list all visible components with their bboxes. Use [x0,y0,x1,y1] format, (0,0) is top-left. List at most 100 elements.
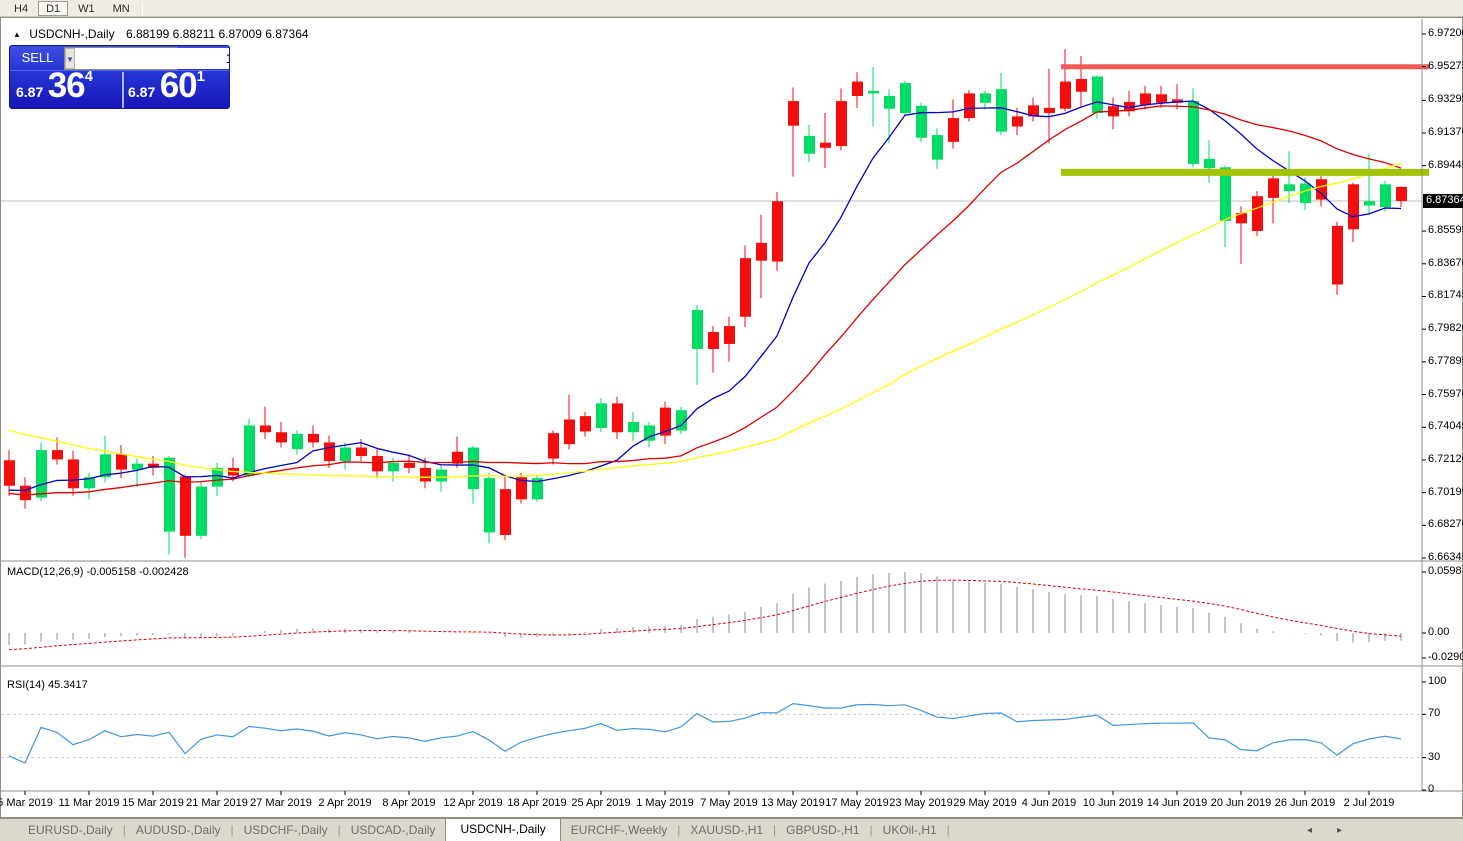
timeframe-button-h4[interactable]: H4 [14,2,29,15]
date-axis-label: 18 Apr 2019 [507,797,567,809]
buy-price[interactable]: 6.87 601 [128,66,229,106]
chart-tab-ukoil[interactable]: UKOil-,H1 [882,823,937,837]
candle-22 [356,447,367,457]
volume-stepper: ▼ ▲ [64,47,229,70]
trade-panel-top-row [10,46,229,71]
candle-65 [1044,107,1055,113]
chart-tab-bar: EURUSD-,Daily | AUDUSD-,Daily | USDCHF-,Dail… [0,818,1463,841]
candle-40 [644,425,655,441]
candle-70 [1124,101,1135,112]
macd-layer [8,572,1402,645]
candle-42 [676,410,687,431]
price-axis-label: 6.74045 [1428,420,1463,433]
candle-45 [724,326,735,344]
tabs-scroll-left-icon[interactable]: ◂ [1307,825,1313,836]
tabs-scroll-right-icon[interactable]: ▸ [1337,825,1343,836]
candles-layer [4,49,1407,558]
sell-price-main: 36 [47,66,86,105]
sell-price-prefix: 6.87 [16,84,44,100]
candle-80 [1284,184,1295,192]
date-axis-label: 20 Jun 2019 [1210,797,1272,809]
macd-signal-line [8,579,1402,651]
candle-87 [1396,186,1407,202]
candle-48 [772,201,783,262]
price-axis-label: 6.72120 [1428,452,1463,465]
current-price-tag: 6.87364 [1423,194,1463,209]
candle-33 [532,478,543,500]
chart-tab-eurusd[interactable]: EURUSD-,Daily [28,823,113,837]
price-axis-label: 6.75970 [1428,387,1463,400]
timeframe-button-d1[interactable]: D1 [38,0,69,16]
timeframe-button-w1[interactable]: W1 [78,2,95,15]
chart-tab-usdcad[interactable]: USDCAD-,Daily [350,823,436,837]
date-axis-label: 29 May 2019 [953,797,1017,809]
chart-tab-audusd[interactable]: AUDUSD-,Daily [135,823,221,837]
rsi-axis-label: 0 [1428,783,1435,795]
candle-21 [340,447,351,462]
sell-button[interactable]: SELL [21,50,54,65]
trade-panel-divider [122,72,124,108]
candle-38 [612,403,623,433]
tab-separator: | [122,823,126,837]
candle-6 [100,454,111,478]
rsi-axis-label: 70 [1428,707,1441,720]
buy-price-main: 60 [159,66,198,105]
candle-78 [1252,196,1263,231]
candle-68 [1092,76,1103,113]
candle-64 [1028,105,1039,117]
price-axis-label: 6.95275 [1428,59,1463,72]
candle-29 [468,447,479,490]
candle-76 [1220,167,1231,221]
candle-43 [692,309,703,350]
sell-price-pip: 4 [84,68,93,85]
rsi-line [8,702,1402,764]
candle-79 [1268,178,1279,198]
date-axis-label: 12 Apr 2019 [443,797,503,809]
one-click-trade-panel: SELL BUY ▼ ▲ 6.87 364 6.87 601 [9,45,230,109]
price-axis-label: 6.68270 [1428,518,1463,531]
chart-tab-usdchf[interactable]: USDCHF-,Daily [243,823,328,837]
chart-canvas[interactable] [1,18,1463,819]
sell-price[interactable]: 6.87 364 [16,66,124,106]
date-axis-label: 11 Mar 2019 [58,797,120,809]
price-axis-label: 6.83670 [1428,256,1463,269]
timeframe-button-mn[interactable]: MN [112,2,130,15]
date-axis-label: 27 Mar 2019 [250,797,312,809]
candle-62 [996,89,1007,132]
date-axis-label: 21 Mar 2019 [186,797,248,809]
candle-56 [900,83,911,113]
candle-27 [436,469,447,482]
candle-24 [388,462,399,472]
candle-83 [1332,225,1343,285]
candle-59 [948,118,959,142]
candle-13 [212,467,223,487]
chart-tab-eurchf[interactable]: EURCHF-,Weekly [570,823,668,837]
date-axis-label: 1 May 2019 [636,797,694,809]
chart-tab-usdcnh[interactable]: USDCNH-,Daily [445,818,561,841]
chart-tab-xauusd[interactable]: XAUUSD-,H1 [690,823,764,837]
candle-77 [1236,213,1247,224]
candle-84 [1348,184,1359,230]
candle-72 [1156,94,1167,103]
moving-average-20 [8,105,1402,496]
chart-symbol: USDCNH-,Daily [29,27,115,41]
candle-49 [788,101,799,126]
price-axis-label: 6.70195 [1428,485,1463,498]
macd-label: MACD(12,26,9) -0.005158 -0.002428 [7,566,189,578]
chart-tab-gbpusd[interactable]: GBPUSD-,H1 [786,823,860,837]
moving-average-8 [8,100,1402,492]
collapse-trade-panel-icon[interactable]: ▲ [13,30,21,39]
price-axis-label: 6.81745 [1428,289,1463,302]
candle-3 [52,450,63,460]
candle-82 [1316,179,1327,200]
candle-86 [1380,184,1391,208]
candle-60 [964,93,975,119]
candle-35 [564,419,575,445]
volume-decrease-button[interactable]: ▼ [65,48,75,69]
volume-input[interactable] [74,48,229,69]
candle-15 [244,425,255,476]
candle-58 [932,135,943,160]
candle-47 [756,242,767,261]
date-axis-label: 13 May 2019 [761,797,825,809]
date-axis-label: 5 Mar 2019 [0,797,53,809]
